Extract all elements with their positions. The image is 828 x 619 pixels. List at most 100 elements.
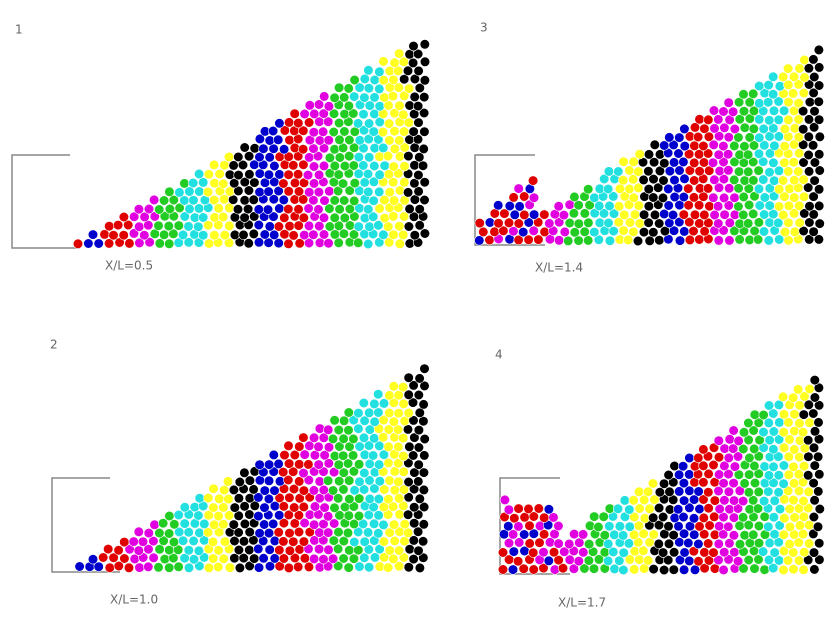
particle (98, 552, 109, 563)
particle (378, 449, 390, 460)
particle (763, 400, 775, 411)
particle (728, 512, 740, 523)
particle (734, 539, 746, 550)
particle (784, 183, 795, 194)
particle (327, 433, 339, 445)
particle (694, 234, 705, 245)
particle (743, 183, 754, 194)
particle (87, 229, 99, 240)
particle (408, 415, 419, 426)
particle (774, 504, 786, 515)
particle (384, 187, 395, 198)
panel-caption: X/L=1.7 (558, 596, 606, 610)
particle (789, 123, 800, 134)
particle (748, 156, 759, 168)
particle (612, 503, 624, 514)
particle (158, 535, 169, 546)
particle (388, 211, 399, 222)
particle (314, 543, 325, 555)
particle (323, 544, 334, 555)
particle (329, 415, 340, 426)
particle (404, 83, 415, 94)
particle (648, 563, 659, 575)
particle (349, 211, 360, 222)
particle (659, 208, 670, 220)
particle (753, 451, 764, 462)
particle (354, 493, 365, 504)
particle (173, 237, 184, 248)
particle (354, 135, 365, 146)
particle (764, 537, 775, 549)
particle (773, 537, 784, 548)
particle (583, 538, 595, 550)
particle (304, 152, 315, 163)
particle (698, 140, 709, 152)
particle (797, 427, 809, 438)
particle (814, 62, 825, 73)
particle (334, 476, 345, 487)
particle (778, 478, 789, 489)
particle (408, 553, 419, 565)
particle (664, 486, 675, 497)
particle (308, 195, 319, 206)
particle (87, 554, 99, 565)
particle (768, 461, 779, 472)
particle (634, 554, 645, 565)
particle (613, 201, 625, 212)
particle (803, 486, 814, 497)
particle (194, 203, 205, 214)
particle (778, 564, 789, 576)
particle (708, 547, 719, 558)
particle (528, 192, 540, 203)
particle (228, 160, 239, 171)
particle (718, 529, 729, 540)
particle (314, 135, 325, 146)
particle (528, 528, 539, 539)
particle (299, 449, 310, 460)
particle (104, 221, 115, 232)
particle (273, 185, 284, 197)
particle (234, 562, 245, 574)
particle (499, 494, 511, 506)
particle (634, 149, 645, 160)
panel-caption: X/L=1.0 (110, 593, 158, 607)
particle (814, 131, 825, 142)
particle (478, 226, 489, 237)
particle (703, 487, 714, 498)
particle (403, 509, 414, 520)
particle (369, 160, 380, 172)
particle (814, 503, 825, 515)
particle (779, 123, 791, 135)
particle (203, 527, 214, 538)
particle (752, 234, 764, 245)
particle (329, 195, 340, 206)
particle (729, 174, 740, 185)
particle (814, 218, 825, 229)
particle (417, 160, 429, 171)
particle (668, 225, 680, 236)
particle (678, 191, 689, 203)
particle (398, 433, 409, 444)
particle (513, 234, 524, 245)
particle (379, 484, 390, 495)
particle (289, 449, 300, 461)
particle (373, 528, 384, 539)
particle (638, 528, 649, 539)
particle (339, 415, 350, 426)
particle (199, 518, 210, 530)
particle (413, 442, 425, 453)
particle (149, 194, 160, 205)
particle (318, 484, 329, 496)
particle (314, 169, 325, 180)
particle (719, 209, 730, 220)
particle (403, 221, 415, 232)
particle (374, 186, 385, 197)
particle (293, 204, 304, 215)
particle (773, 470, 784, 481)
particle (339, 160, 351, 172)
particle (703, 114, 714, 125)
particle (378, 432, 389, 443)
particle (388, 161, 399, 172)
particle (139, 211, 150, 222)
particle (399, 177, 410, 188)
